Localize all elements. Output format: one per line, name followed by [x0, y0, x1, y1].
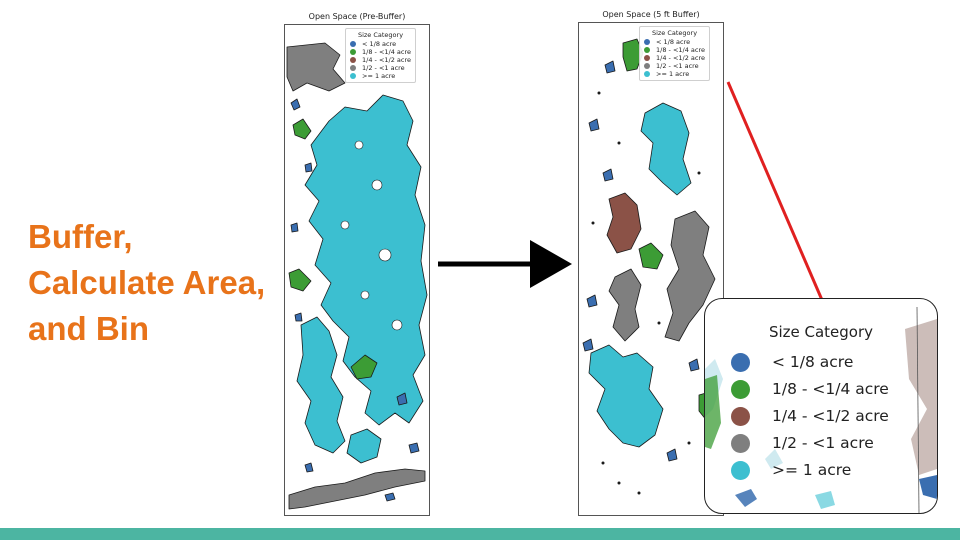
- legend-marker-icon: [731, 406, 750, 426]
- map-right-legend: Size Category < 1/8 acre 1/8 - <1/4 acre…: [639, 26, 710, 81]
- zoom-legend-row: 1/4 - <1/2 acre: [731, 403, 889, 429]
- legend-marker-icon: [731, 352, 750, 372]
- zoom-legend-label: 1/8 - <1/4 acre: [772, 380, 889, 398]
- heading-line-2: Calculate Area,: [28, 264, 266, 301]
- slide-heading: Buffer, Calculate Area, and Bin: [28, 214, 268, 352]
- bottom-accent-bar: [0, 528, 960, 540]
- map-left-legend-row: >= 1 acre: [350, 72, 411, 80]
- map-right-graphic: [582, 38, 720, 495]
- map-right-panel: Size Category < 1/8 acre 1/8 - <1/4 acre…: [578, 22, 724, 516]
- legend-label: < 1/8 acre: [656, 38, 691, 46]
- legend-marker-icon: [731, 460, 750, 480]
- legend-label: 1/8 - <1/4 acre: [362, 48, 411, 56]
- transition-arrow-icon: [438, 240, 572, 288]
- legend-marker-icon: [644, 47, 650, 53]
- legend-marker-icon: [644, 55, 650, 61]
- map-left-title: Open Space (Pre-Buffer): [308, 12, 406, 21]
- legend-zoom-callout: Size Category < 1/8 acre 1/8 - <1/4 acre…: [704, 298, 938, 514]
- legend-marker-icon: [731, 379, 750, 399]
- map-right-legend-row: 1/4 - <1/2 acre: [644, 54, 705, 62]
- legend-label: 1/8 - <1/4 acre: [656, 46, 705, 54]
- legend-label: 1/4 - <1/2 acre: [656, 54, 705, 62]
- zoom-legend-row: 1/8 - <1/4 acre: [731, 376, 889, 402]
- legend-marker-icon: [350, 57, 356, 63]
- map-left-legend-title: Size Category: [357, 31, 404, 39]
- zoom-legend-row: >= 1 acre: [731, 457, 851, 483]
- heading-line-1: Buffer,: [28, 218, 133, 255]
- legend-marker-icon: [350, 41, 356, 47]
- zoom-legend-label: >= 1 acre: [772, 461, 852, 479]
- legend-label: 1/2 - <1 acre: [656, 62, 699, 70]
- map-left-legend-row: 1/4 - <1/2 acre: [350, 56, 411, 64]
- zoom-background-map: [705, 306, 937, 513]
- map-left-legend-row: 1/2 - <1 acre: [350, 64, 411, 72]
- zoom-legend-title: Size Category: [768, 323, 874, 341]
- map-left-legend-row: 1/8 - <1/4 acre: [350, 48, 411, 56]
- zoom-legend-row: < 1/8 acre: [731, 349, 853, 375]
- legend-marker-icon: [731, 433, 750, 453]
- legend-marker-icon: [644, 71, 650, 77]
- map-right-title: Open Space (5 ft Buffer): [602, 10, 700, 19]
- map-left-legend-row: < 1/8 acre: [350, 40, 411, 48]
- map-left-panel: Size Category < 1/8 acre 1/8 - <1/4 acre…: [284, 24, 430, 516]
- zoom-legend-row: 1/2 - <1 acre: [731, 430, 874, 456]
- zoom-legend-label: < 1/8 acre: [772, 353, 854, 371]
- map-right-legend-row: 1/2 - <1 acre: [644, 62, 705, 70]
- map-right-legend-title: Size Category: [651, 29, 698, 37]
- map-left-legend: Size Category < 1/8 acre 1/8 - <1/4 acre…: [345, 28, 416, 83]
- legend-marker-icon: [644, 39, 650, 45]
- legend-label: 1/2 - <1 acre: [362, 64, 405, 72]
- legend-label: 1/4 - <1/2 acre: [362, 56, 411, 64]
- map-left-graphic: [286, 42, 428, 510]
- zoom-legend-label: 1/4 - <1/2 acre: [772, 407, 889, 425]
- map-right-legend-row: < 1/8 acre: [644, 38, 705, 46]
- map-right-legend-row: >= 1 acre: [644, 70, 705, 78]
- legend-marker-icon: [350, 73, 356, 79]
- legend-label: >= 1 acre: [656, 70, 690, 78]
- legend-marker-icon: [350, 49, 356, 55]
- callout-line: [726, 81, 824, 301]
- map-right-legend-row: 1/8 - <1/4 acre: [644, 46, 705, 54]
- heading-line-3: and Bin: [28, 310, 149, 347]
- zoom-legend-label: 1/2 - <1 acre: [772, 434, 874, 452]
- legend-marker-icon: [350, 65, 356, 71]
- legend-marker-icon: [644, 63, 650, 69]
- legend-label: < 1/8 acre: [362, 40, 397, 48]
- legend-label: >= 1 acre: [362, 72, 396, 80]
